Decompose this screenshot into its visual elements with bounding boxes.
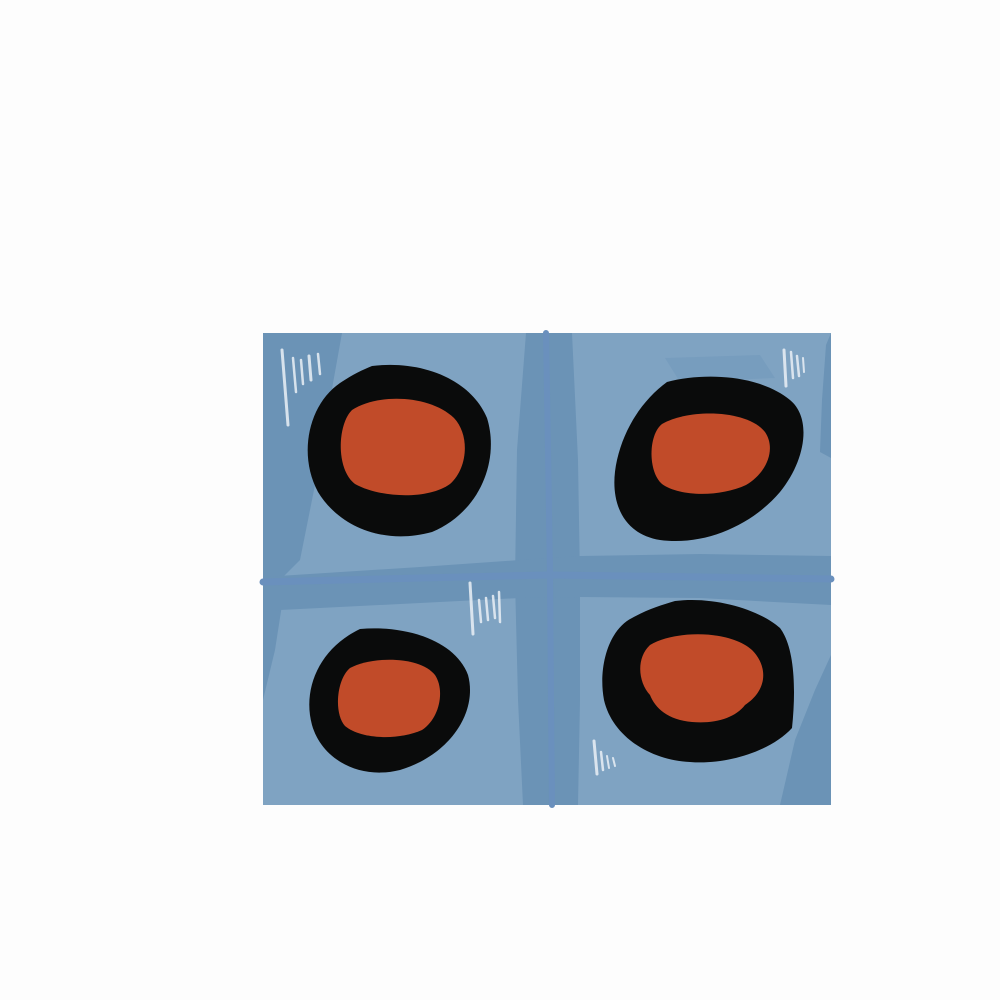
- burner-top-right: [614, 376, 804, 542]
- burner-center: [340, 398, 465, 496]
- shade-horizontal-band: [263, 554, 831, 612]
- glint-top-right: [782, 348, 805, 388]
- shade-right-edge: [820, 333, 831, 458]
- panel-seams: [259, 330, 835, 808]
- stovetop: [259, 330, 835, 808]
- shade-bottom-right: [780, 655, 831, 805]
- burner-center: [640, 634, 764, 723]
- burner-bottom-left: [309, 628, 471, 773]
- burner-top-left: [307, 364, 491, 537]
- glint-top-left: [280, 348, 322, 427]
- seam-vertical: [543, 330, 555, 808]
- glint-center: [468, 581, 502, 636]
- burner-bottom-right: [602, 599, 795, 763]
- shade-left-bottom: [263, 605, 282, 700]
- shade-left-top: [263, 333, 342, 578]
- shade-top-right-strip: [665, 355, 775, 382]
- burner-center: [337, 659, 441, 738]
- panel-glints: [280, 348, 805, 776]
- glint-bottom-right: [592, 739, 616, 776]
- burner-center: [651, 413, 770, 494]
